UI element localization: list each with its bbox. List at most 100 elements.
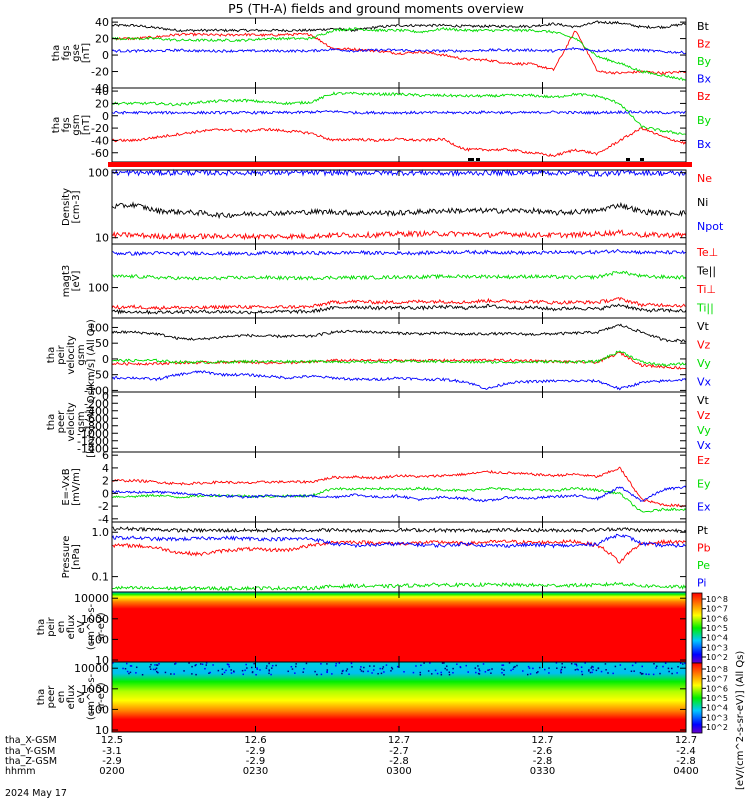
spectrogram-speckle bbox=[452, 667, 454, 670]
colorbar-tick-label: 10^5 bbox=[706, 694, 728, 703]
spectrogram-speckle bbox=[372, 669, 375, 671]
spectrogram-speckle bbox=[452, 671, 454, 674]
spectrogram-speckle bbox=[465, 664, 468, 667]
y-tick-label: -50 bbox=[91, 369, 109, 382]
panel-temperature-series-Ti⊥ bbox=[111, 296, 687, 311]
spectrogram-speckle bbox=[591, 671, 593, 674]
spectrogram-speckle bbox=[577, 668, 579, 671]
ephemeris-value: 0330 bbox=[530, 766, 555, 777]
panel-temperature-series-Te⊥ bbox=[112, 248, 687, 257]
spectrogram-speckle bbox=[491, 668, 493, 670]
y-axis-label: [km/s] (All Qs) bbox=[86, 386, 97, 458]
spectrogram-speckle bbox=[122, 667, 124, 670]
legend-entry: Vy bbox=[697, 357, 711, 370]
spectrogram-speckle bbox=[443, 662, 445, 664]
spectrogram-speckle bbox=[244, 669, 246, 672]
panel-density-series-Ne bbox=[111, 229, 687, 241]
date-label: 2024 May 17 bbox=[5, 788, 67, 799]
spectrogram-speckle bbox=[600, 670, 603, 673]
ephemeris-row-label: tha_Z-GSM bbox=[5, 756, 57, 767]
panel-efield-series-Ez bbox=[111, 466, 687, 508]
ephemeris-value: 12.7 bbox=[531, 735, 553, 746]
colorbar-tick-label: 10^4 bbox=[706, 634, 728, 643]
spectrogram-speckle bbox=[640, 673, 643, 675]
spectrogram-speckle bbox=[245, 663, 247, 666]
spectrogram-speckle bbox=[633, 670, 635, 672]
legend-entry: By bbox=[697, 55, 712, 68]
spectrogram-speckle bbox=[303, 667, 305, 670]
y-axis-label: magt3 bbox=[61, 265, 72, 298]
spectrogram-speckle bbox=[338, 662, 341, 664]
spectrogram-speckle bbox=[477, 672, 480, 675]
y-tick-label: 50 bbox=[95, 337, 109, 350]
y-axis-label: Pressure bbox=[61, 536, 72, 579]
legend-entry: Bt bbox=[697, 20, 710, 33]
y-tick-label: 10 bbox=[95, 724, 109, 737]
spectrogram-speckle bbox=[360, 670, 363, 672]
colorbar-tick-label: 10^5 bbox=[706, 624, 728, 633]
spectrogram-speckle bbox=[290, 666, 293, 668]
spectrogram-speckle bbox=[477, 665, 479, 667]
spectrogram-speckle bbox=[415, 665, 417, 667]
spectrogram-speckle bbox=[164, 671, 167, 674]
spectrogram-speckle bbox=[191, 673, 193, 675]
y-axis-label: peer bbox=[56, 410, 67, 434]
spectrogram-speckle bbox=[474, 667, 477, 669]
y-axis-label: velocity bbox=[66, 402, 77, 441]
spectrogram-speckle bbox=[645, 673, 647, 675]
y-axis-label: Density bbox=[61, 188, 72, 226]
spectrogram-speckle bbox=[430, 673, 433, 675]
spectrogram-speckle bbox=[149, 668, 152, 670]
colorbar-tick-label: 10^8 bbox=[706, 595, 728, 604]
spectrogram-speckle bbox=[221, 668, 224, 670]
spectrogram-speckle bbox=[341, 672, 343, 675]
spectrogram-speckle bbox=[130, 665, 133, 667]
ephemeris-row-label: tha_Y-GSM bbox=[5, 746, 55, 757]
y-axis-label: gsm bbox=[71, 114, 82, 135]
spectrogram-speckle bbox=[316, 673, 318, 676]
spectrogram-speckle bbox=[488, 668, 491, 671]
y-axis-label: [nPa] bbox=[71, 544, 82, 570]
spectrogram-speckle bbox=[212, 664, 214, 666]
panel-fgs-gse-series-Bt bbox=[111, 20, 687, 33]
spectrogram-speckle bbox=[475, 671, 477, 674]
spectrogram-speckle bbox=[677, 665, 679, 668]
legend-entry: Bx bbox=[697, 73, 712, 86]
legend-entry: Vy bbox=[697, 424, 711, 437]
spectrogram-speckle bbox=[671, 672, 673, 675]
spectrogram-speckle bbox=[574, 669, 577, 671]
y-axis-label: tha bbox=[36, 689, 47, 705]
spectrogram-speckle bbox=[561, 666, 564, 668]
spectrogram-speckle bbox=[194, 664, 197, 667]
spectrogram-speckle bbox=[371, 672, 373, 674]
spectrogram-speckle bbox=[440, 673, 443, 676]
spectrogram-speckle bbox=[423, 662, 425, 664]
spectrogram-speckle bbox=[129, 665, 132, 667]
spectrogram-speckle bbox=[564, 666, 566, 669]
spectrogram-speckle bbox=[391, 668, 394, 670]
spectrogram-speckle bbox=[607, 672, 609, 674]
spectrogram-speckle bbox=[448, 671, 451, 674]
colorbar-tick-label: 10^3 bbox=[706, 643, 728, 652]
legend-entry: Vz bbox=[697, 339, 711, 352]
y-tick-label: 0.1 bbox=[92, 571, 110, 584]
spectrogram-speckle bbox=[205, 662, 208, 664]
y-tick-label: -40 bbox=[91, 82, 109, 95]
spectrogram-speckle bbox=[641, 665, 644, 668]
y-axis-label: eflux bbox=[66, 615, 77, 640]
y-axis-label: sr-eV) bbox=[96, 612, 107, 641]
legend-entry: Ez bbox=[697, 454, 710, 467]
y-tick-label: -1400 bbox=[77, 442, 109, 455]
spectrogram-speckle bbox=[291, 668, 294, 670]
spectrogram-speckle bbox=[589, 671, 592, 674]
spectrogram-speckle bbox=[367, 670, 369, 673]
legend-entry: Te⊥ bbox=[696, 246, 718, 259]
spectrogram-speckle bbox=[158, 663, 160, 665]
spectrogram-speckle bbox=[314, 670, 316, 673]
y-tick-label: -600 bbox=[84, 412, 109, 425]
spectrogram-speckle bbox=[560, 670, 562, 672]
spectrogram-speckle bbox=[576, 668, 578, 671]
spectrogram-speckle bbox=[592, 668, 594, 671]
status-mark bbox=[476, 158, 480, 161]
